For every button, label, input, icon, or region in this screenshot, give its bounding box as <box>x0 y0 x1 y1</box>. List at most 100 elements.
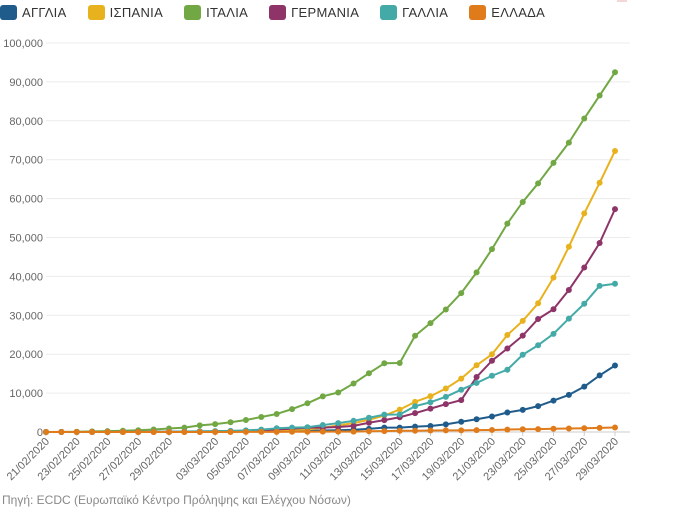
data-point[interactable] <box>488 372 495 379</box>
data-point[interactable] <box>550 274 557 281</box>
data-point[interactable] <box>396 359 403 366</box>
data-point[interactable] <box>242 416 249 423</box>
data-point[interactable] <box>535 342 542 349</box>
data-point[interactable] <box>258 428 265 435</box>
data-point[interactable] <box>488 357 495 364</box>
data-point[interactable] <box>319 393 326 400</box>
data-point[interactable] <box>581 425 588 432</box>
data-point[interactable] <box>304 400 311 407</box>
legend-item-2[interactable]: ΙΣΠΑΝΙΑ <box>87 4 163 20</box>
data-point[interactable] <box>519 426 526 433</box>
data-point[interactable] <box>612 69 618 76</box>
data-point[interactable] <box>365 428 372 435</box>
data-point[interactable] <box>565 139 572 146</box>
data-point[interactable] <box>273 428 280 435</box>
data-point[interactable] <box>550 330 557 337</box>
data-point[interactable] <box>519 198 526 205</box>
data-point[interactable] <box>166 428 173 435</box>
data-point[interactable] <box>350 428 357 435</box>
data-point[interactable] <box>458 386 465 393</box>
data-point[interactable] <box>596 240 603 247</box>
data-point[interactable] <box>196 428 203 435</box>
data-point[interactable] <box>412 398 419 405</box>
data-point[interactable] <box>412 427 419 434</box>
data-point[interactable] <box>58 429 65 435</box>
data-point[interactable] <box>504 332 511 339</box>
data-point[interactable] <box>565 286 572 293</box>
data-point[interactable] <box>519 332 526 339</box>
data-point[interactable] <box>381 428 388 435</box>
data-point[interactable] <box>504 426 511 433</box>
data-point[interactable] <box>488 413 495 420</box>
data-point[interactable] <box>596 372 603 379</box>
data-point[interactable] <box>488 426 495 433</box>
data-point[interactable] <box>350 422 357 429</box>
data-point[interactable] <box>612 206 618 213</box>
data-point[interactable] <box>565 315 572 322</box>
data-point[interactable] <box>550 397 557 404</box>
data-point[interactable] <box>550 159 557 166</box>
data-point[interactable] <box>427 320 434 327</box>
data-point[interactable] <box>289 406 296 413</box>
data-point[interactable] <box>581 264 588 271</box>
data-point[interactable] <box>442 306 449 313</box>
data-point[interactable] <box>442 393 449 400</box>
data-point[interactable] <box>304 428 311 435</box>
data-point[interactable] <box>473 374 480 381</box>
data-point[interactable] <box>365 419 372 426</box>
data-point[interactable] <box>612 362 618 369</box>
data-point[interactable] <box>581 210 588 217</box>
data-point[interactable] <box>319 428 326 435</box>
data-point[interactable] <box>365 370 372 377</box>
data-point[interactable] <box>289 428 296 435</box>
data-point[interactable] <box>350 417 357 424</box>
data-point[interactable] <box>442 401 449 408</box>
data-point[interactable] <box>335 389 342 396</box>
data-point[interactable] <box>427 393 434 400</box>
data-point[interactable] <box>150 428 157 435</box>
data-point[interactable] <box>227 428 234 435</box>
data-point[interactable] <box>535 180 542 187</box>
data-point[interactable] <box>304 424 311 431</box>
data-point[interactable] <box>350 380 357 387</box>
data-point[interactable] <box>381 360 388 367</box>
data-point[interactable] <box>565 425 572 432</box>
legend-item-1[interactable]: ΑΓΓΛΙΑ <box>0 4 67 20</box>
data-point[interactable] <box>535 403 542 410</box>
data-point[interactable] <box>104 429 111 435</box>
data-point[interactable] <box>412 410 419 417</box>
data-point[interactable] <box>43 429 49 435</box>
legend-item-5[interactable]: ΓΑΛΛΙΑ <box>380 4 448 20</box>
data-point[interactable] <box>458 397 465 404</box>
data-point[interactable] <box>612 424 618 431</box>
data-point[interactable] <box>412 423 419 430</box>
data-point[interactable] <box>89 429 96 435</box>
data-point[interactable] <box>535 426 542 433</box>
data-point[interactable] <box>396 411 403 418</box>
data-point[interactable] <box>473 362 480 369</box>
legend-item-4[interactable]: ΓΕΡΜΑΝΙΑ <box>269 4 359 20</box>
data-point[interactable] <box>535 300 542 307</box>
data-point[interactable] <box>504 366 511 373</box>
data-point[interactable] <box>458 290 465 297</box>
data-point[interactable] <box>212 421 219 428</box>
data-point[interactable] <box>335 428 342 435</box>
data-point[interactable] <box>319 422 326 429</box>
data-point[interactable] <box>212 428 219 435</box>
data-point[interactable] <box>565 391 572 398</box>
data-point[interactable] <box>596 424 603 431</box>
data-point[interactable] <box>73 429 80 435</box>
data-point[interactable] <box>119 428 126 435</box>
data-point[interactable] <box>488 246 495 253</box>
data-point[interactable] <box>581 300 588 307</box>
data-point[interactable] <box>412 332 419 339</box>
data-point[interactable] <box>488 351 495 358</box>
data-point[interactable] <box>504 409 511 416</box>
data-point[interactable] <box>504 345 511 352</box>
data-point[interactable] <box>381 411 388 418</box>
data-point[interactable] <box>612 280 618 287</box>
data-point[interactable] <box>504 220 511 227</box>
data-point[interactable] <box>565 243 572 250</box>
data-point[interactable] <box>227 419 234 426</box>
data-point[interactable] <box>427 422 434 429</box>
